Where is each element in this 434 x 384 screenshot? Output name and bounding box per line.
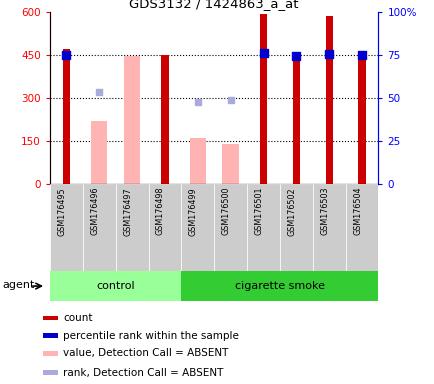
- Bar: [82, 184, 115, 271]
- Bar: [62, 49, 70, 184]
- Bar: [358, 53, 365, 184]
- Text: cigarette smoke: cigarette smoke: [234, 281, 324, 291]
- Point: [95, 89, 102, 95]
- Text: GSM176497: GSM176497: [123, 187, 132, 235]
- Bar: [161, 55, 168, 184]
- Bar: [124, 56, 140, 184]
- Point: [260, 50, 266, 56]
- Bar: [345, 184, 378, 271]
- Text: GSM176499: GSM176499: [188, 187, 197, 235]
- Text: agent: agent: [3, 280, 35, 290]
- Title: GDS3132 / 1424863_a_at: GDS3132 / 1424863_a_at: [129, 0, 298, 10]
- Text: rank, Detection Call = ABSENT: rank, Detection Call = ABSENT: [63, 368, 223, 378]
- Text: GSM176503: GSM176503: [319, 187, 329, 235]
- Bar: [50, 271, 181, 301]
- Text: GSM176495: GSM176495: [57, 187, 66, 235]
- Text: percentile rank within the sample: percentile rank within the sample: [63, 331, 238, 341]
- Bar: [181, 271, 378, 301]
- Bar: [214, 184, 247, 271]
- Text: GSM176504: GSM176504: [352, 187, 361, 235]
- Text: GSM176498: GSM176498: [156, 187, 164, 235]
- Bar: [43, 371, 58, 375]
- Text: GSM176496: GSM176496: [90, 187, 99, 235]
- Text: control: control: [96, 281, 135, 291]
- Bar: [247, 184, 279, 271]
- Bar: [325, 16, 332, 184]
- Bar: [50, 184, 82, 271]
- Text: count: count: [63, 313, 92, 323]
- Bar: [181, 184, 214, 271]
- Bar: [279, 184, 312, 271]
- Bar: [43, 333, 58, 338]
- Bar: [312, 184, 345, 271]
- Text: value, Detection Call = ABSENT: value, Detection Call = ABSENT: [63, 348, 228, 358]
- Point: [227, 97, 233, 103]
- Bar: [91, 121, 107, 184]
- Bar: [43, 351, 58, 356]
- Point: [194, 99, 201, 105]
- Bar: [292, 53, 299, 184]
- Bar: [43, 316, 58, 320]
- Point: [325, 51, 332, 57]
- Text: GSM176501: GSM176501: [254, 187, 263, 235]
- Point: [292, 53, 299, 59]
- Bar: [148, 184, 181, 271]
- Bar: [115, 184, 148, 271]
- Text: GSM176500: GSM176500: [221, 187, 230, 235]
- Bar: [222, 144, 238, 184]
- Bar: [259, 14, 266, 184]
- Bar: [189, 138, 206, 184]
- Point: [63, 51, 70, 58]
- Point: [358, 52, 365, 58]
- Text: GSM176502: GSM176502: [287, 187, 296, 235]
